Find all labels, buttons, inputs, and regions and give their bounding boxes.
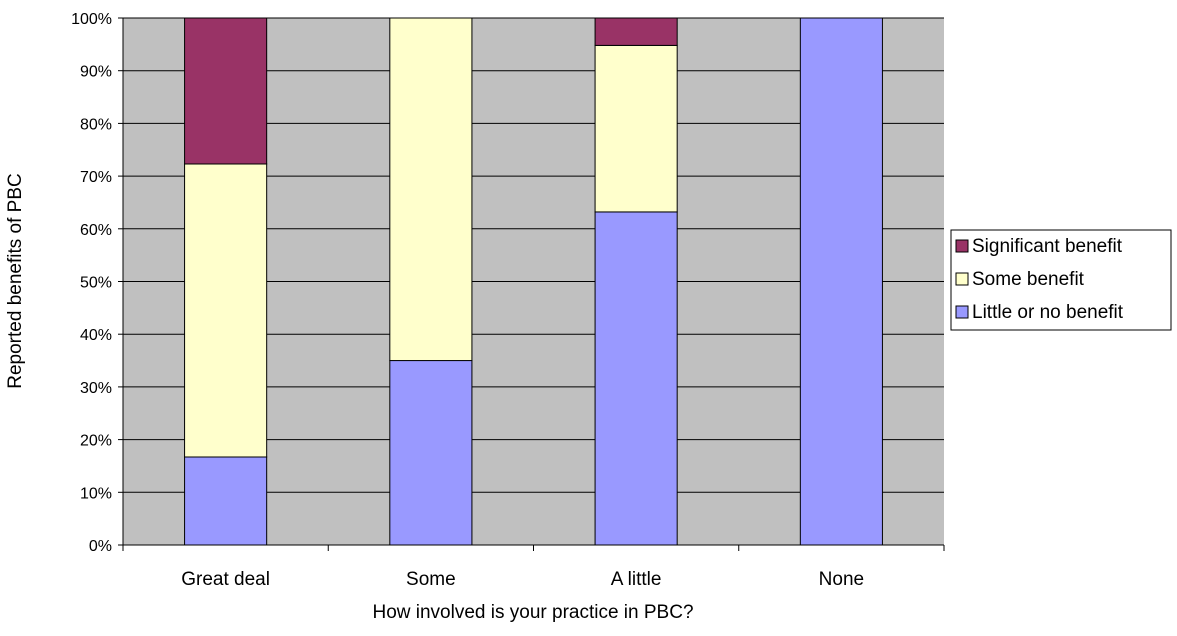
y-tick-label: 100%: [71, 11, 112, 28]
y-tick-label: 40%: [80, 327, 112, 344]
y-tick-label: 10%: [80, 485, 112, 502]
x-tick-label: None: [819, 569, 864, 590]
y-tick-label: 50%: [80, 275, 112, 292]
x-tick-labels: Great deal Some A little None: [122, 545, 945, 590]
bar-segment: [184, 17, 268, 165]
legend-label: Little or no benefit: [972, 302, 1124, 323]
y-tick-label: 30%: [80, 380, 112, 397]
legend-swatch: [955, 305, 969, 319]
y-tick-label: 0%: [89, 538, 112, 555]
bar-segment: [184, 456, 268, 546]
y-tick-label: 60%: [80, 222, 112, 239]
bars: [184, 17, 883, 546]
y-tick-label: 20%: [80, 433, 112, 450]
y-axis-label: Reported benefits of PBC: [5, 173, 26, 388]
bar-segment: [594, 211, 678, 546]
y-tick-label: 90%: [80, 64, 112, 81]
y-tick-label: 80%: [80, 116, 112, 133]
x-tick-label: Some: [406, 569, 456, 590]
legend-box: [950, 229, 1172, 331]
x-axis-label: How involved is your practice in PBC?: [372, 602, 693, 623]
bar-segment: [799, 17, 883, 546]
legend-swatch: [955, 272, 969, 286]
y-tick-label: 70%: [80, 169, 112, 186]
bar-segment: [594, 44, 678, 213]
bar-segment: [389, 17, 473, 362]
x-tick-label: A little: [611, 569, 662, 590]
y-tick-labels: 0% 10% 20% 30% 40% 50% 60% 70% 80% 90% 100%: [71, 11, 123, 555]
x-tick-label: Great deal: [181, 569, 270, 590]
legend: Significant benefit Some benefit Little or…: [950, 229, 1172, 331]
legend-swatch: [955, 239, 969, 253]
legend-label: Some benefit: [972, 269, 1085, 290]
bar-segment: [389, 360, 473, 546]
bar-segment: [594, 17, 678, 46]
bar-segment: [184, 163, 268, 458]
legend-label: Significant benefit: [972, 236, 1123, 257]
